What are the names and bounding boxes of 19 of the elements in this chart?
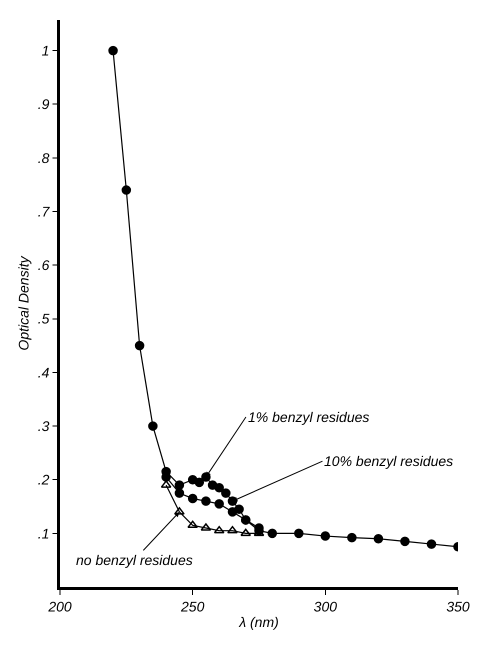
y-tick-label: .2 [38, 472, 50, 488]
annotation: 10% benzyl residues [324, 453, 454, 469]
y-tick-label: .8 [38, 150, 50, 166]
x-tick-label: 350 [446, 598, 470, 615]
annotation: no benzyl residues [76, 552, 193, 568]
annotation: 1% benzyl residues [248, 409, 370, 425]
y-tick-label: .9 [38, 96, 50, 112]
y-tick-label: .6 [38, 257, 50, 274]
y-tick-label: .5 [38, 310, 50, 327]
x-tick-label: 250 [180, 598, 205, 615]
x-tick-label: 300 [314, 598, 338, 615]
y-axis-title: Optical Density [15, 255, 32, 351]
x-tick-label: 200 [47, 598, 72, 615]
x-axis-title: λ (nm) [238, 614, 279, 630]
y-tick-label: .3 [38, 418, 50, 434]
y-tick-label: .4 [38, 364, 50, 380]
y-tick-label: .7 [38, 203, 51, 220]
y-tick-label: 1 [42, 42, 50, 58]
y-tick-label: .1 [38, 525, 50, 542]
